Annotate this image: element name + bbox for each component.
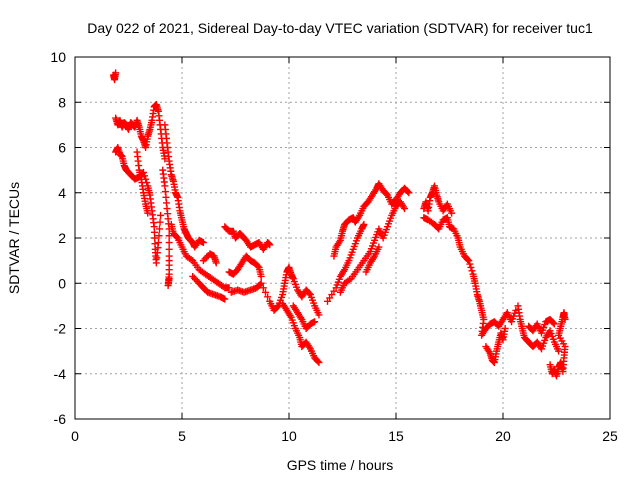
data-point xyxy=(259,284,267,292)
x-tick-label: 0 xyxy=(71,428,79,444)
data-point xyxy=(156,218,164,226)
data-point xyxy=(401,205,409,213)
data-point xyxy=(448,209,456,217)
data-point xyxy=(404,188,412,196)
data-point xyxy=(157,211,165,219)
data-point xyxy=(264,293,272,301)
y-tick-label: 10 xyxy=(50,49,66,65)
y-tick-label: 8 xyxy=(58,94,66,110)
y-axis-title: SDTVAR / TECUs xyxy=(6,182,22,294)
data-point xyxy=(555,347,563,355)
data-point xyxy=(466,260,474,268)
data-point xyxy=(221,295,229,303)
data-point xyxy=(254,262,262,270)
x-tick-label: 20 xyxy=(495,428,511,444)
y-tick-label: -4 xyxy=(54,366,67,382)
data-point xyxy=(561,315,569,323)
data-point xyxy=(199,239,207,247)
data-point xyxy=(225,284,233,292)
y-tick-label: -2 xyxy=(54,321,67,337)
data-point xyxy=(550,320,558,328)
data-point xyxy=(144,209,152,217)
data-point xyxy=(345,276,353,284)
data-point xyxy=(141,172,149,180)
data-point xyxy=(314,357,322,365)
x-tick-label: 10 xyxy=(281,428,297,444)
y-tick-label: 4 xyxy=(58,185,66,201)
data-point xyxy=(501,325,509,332)
data-point xyxy=(192,276,200,284)
data-point xyxy=(156,225,164,233)
data-point xyxy=(112,69,120,77)
data-point xyxy=(165,239,173,247)
data-point xyxy=(161,155,169,163)
data-point xyxy=(154,239,162,247)
chart-title: Day 022 of 2021, Sidereal Day-to-day VTE… xyxy=(87,20,593,36)
y-tick-label: -6 xyxy=(54,411,67,427)
data-point xyxy=(273,303,281,311)
data-point xyxy=(257,279,265,287)
data-point xyxy=(305,289,313,297)
data-point xyxy=(315,311,323,319)
data-point xyxy=(165,232,173,240)
data-point xyxy=(256,280,264,288)
y-tick-label: 6 xyxy=(58,140,66,156)
data-point xyxy=(311,318,319,326)
x-tick-label: 15 xyxy=(388,428,404,444)
data-point xyxy=(257,272,265,280)
data-point xyxy=(467,263,475,271)
data-point xyxy=(375,243,383,251)
data-point xyxy=(155,232,163,240)
data-point xyxy=(464,255,472,263)
data-point xyxy=(549,319,557,327)
data-point xyxy=(405,189,413,197)
data-point xyxy=(315,358,323,366)
y-tick-label: 0 xyxy=(58,275,66,291)
data-point xyxy=(468,267,476,275)
data-point xyxy=(201,255,209,263)
data-point xyxy=(465,257,473,265)
data-point xyxy=(360,220,368,228)
x-tick-label: 5 xyxy=(178,428,186,444)
data-point xyxy=(266,241,274,249)
data-point xyxy=(261,288,269,296)
data-point xyxy=(199,257,207,265)
plot-frame xyxy=(74,56,611,420)
data-point xyxy=(165,245,173,253)
data-point xyxy=(187,255,195,263)
x-axis-title: GPS time / hours xyxy=(287,457,394,473)
x-tick-label: 25 xyxy=(602,428,618,444)
data-point xyxy=(212,259,220,267)
y-tick-label: 2 xyxy=(58,230,66,246)
data-point xyxy=(190,274,198,282)
data-points xyxy=(110,69,569,380)
data-point xyxy=(165,275,173,283)
data-point xyxy=(189,272,197,280)
